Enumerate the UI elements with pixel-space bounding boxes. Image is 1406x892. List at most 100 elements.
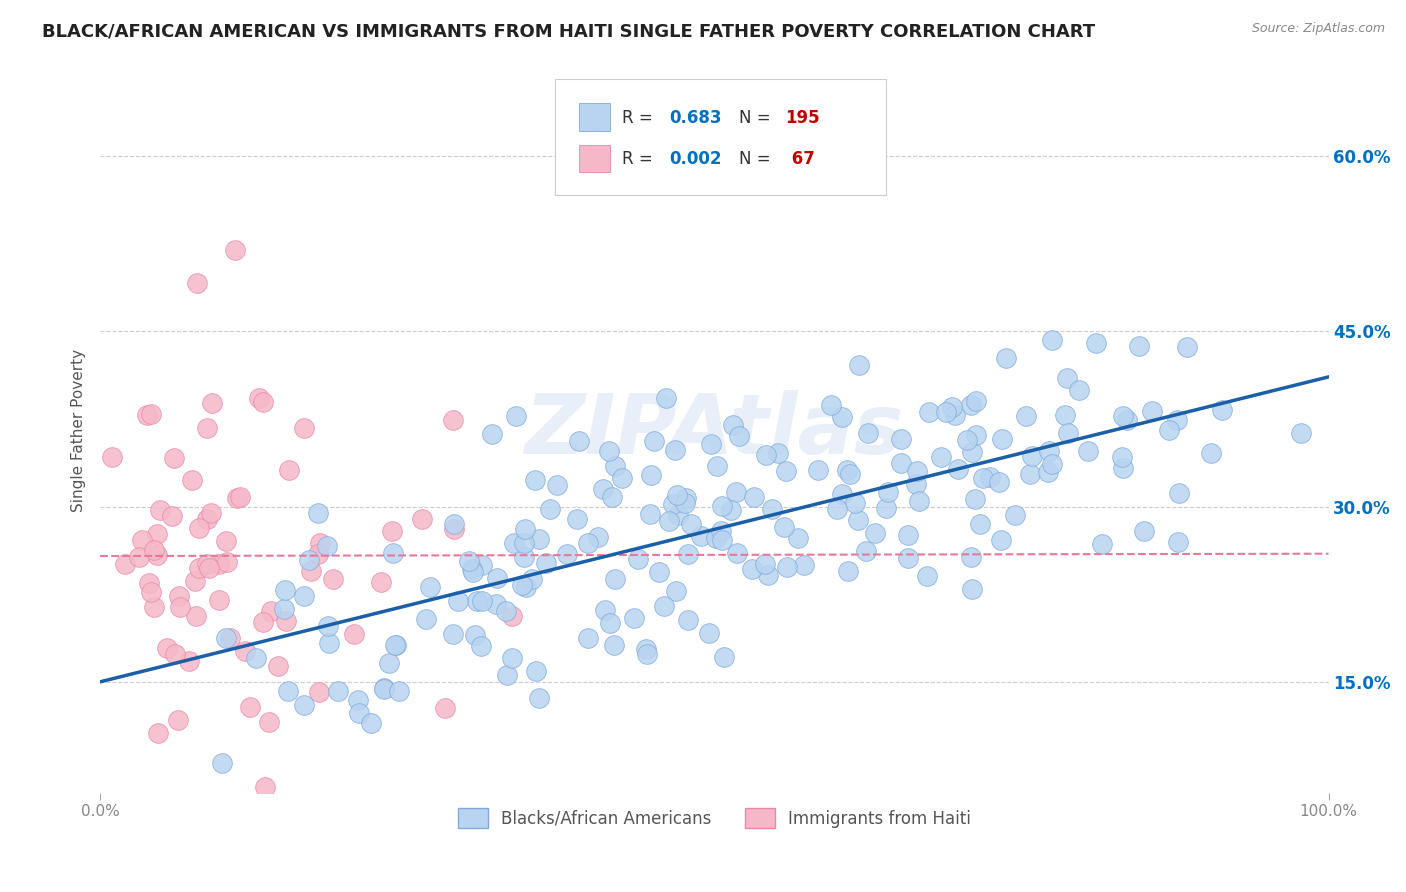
Point	[1133, 524, 1156, 538]
Point	[831, 487, 853, 501]
Point	[787, 531, 810, 545]
Legend: Blacks/African Americans, Immigrants from Haiti: Blacks/African Americans, Immigrants fro…	[451, 801, 977, 835]
Point	[678, 548, 700, 562]
Point	[184, 574, 207, 588]
Point	[503, 536, 526, 550]
Point	[524, 664, 547, 678]
Point	[148, 726, 170, 740]
Point	[959, 550, 981, 565]
Point	[837, 564, 859, 578]
Point	[146, 548, 169, 562]
Point	[538, 501, 561, 516]
Point	[665, 488, 688, 502]
Point	[501, 651, 523, 665]
Point	[100, 450, 122, 465]
Point	[377, 656, 399, 670]
Point	[524, 473, 547, 487]
Point	[711, 533, 734, 548]
Point	[623, 610, 645, 624]
Point	[343, 626, 366, 640]
Text: N =: N =	[740, 150, 776, 168]
Point	[195, 421, 218, 435]
Point	[776, 560, 799, 574]
Point	[665, 584, 688, 599]
Point	[1289, 425, 1312, 440]
Point	[277, 683, 299, 698]
Point	[754, 557, 776, 571]
Point	[935, 405, 957, 419]
Point	[598, 444, 620, 458]
Point	[322, 572, 344, 586]
Text: N =: N =	[740, 109, 776, 127]
Point	[1112, 409, 1135, 424]
Point	[755, 448, 778, 462]
Point	[195, 557, 218, 571]
Point	[1077, 443, 1099, 458]
Point	[208, 558, 231, 572]
Point	[138, 576, 160, 591]
Point	[965, 428, 987, 442]
Point	[638, 508, 661, 522]
Point	[318, 636, 340, 650]
Point	[855, 544, 877, 558]
Point	[897, 550, 920, 565]
Point	[267, 659, 290, 673]
Point	[962, 445, 984, 459]
Point	[772, 520, 794, 534]
Point	[956, 433, 979, 447]
Point	[697, 626, 720, 640]
Point	[662, 497, 685, 511]
Point	[195, 512, 218, 526]
Point	[1111, 450, 1133, 464]
Point	[228, 490, 250, 504]
Point	[415, 612, 437, 626]
Point	[664, 442, 686, 457]
Point	[643, 434, 665, 449]
Point	[434, 701, 457, 715]
Point	[1140, 404, 1163, 418]
Point	[602, 490, 624, 504]
Point	[963, 492, 986, 507]
Point	[706, 458, 728, 473]
Point	[721, 417, 744, 432]
Point	[700, 437, 723, 451]
Point	[215, 555, 238, 569]
Text: Source: ZipAtlas.com: Source: ZipAtlas.com	[1251, 22, 1385, 36]
Point	[720, 503, 742, 517]
Point	[1167, 535, 1189, 549]
Point	[1042, 333, 1064, 347]
Point	[725, 546, 748, 560]
Point	[979, 470, 1001, 484]
Point	[136, 408, 159, 422]
Point	[382, 546, 405, 560]
Point	[576, 535, 599, 549]
Point	[346, 693, 368, 707]
Point	[1168, 486, 1191, 500]
Point	[443, 522, 465, 536]
Point	[1015, 409, 1038, 423]
Point	[856, 425, 879, 440]
Point	[186, 277, 208, 291]
Point	[520, 572, 543, 586]
Point	[793, 558, 815, 572]
Point	[292, 589, 315, 603]
Point	[464, 628, 486, 642]
Point	[534, 556, 557, 570]
Point	[742, 490, 765, 504]
Point	[441, 413, 464, 427]
Point	[226, 491, 249, 505]
Point	[1175, 340, 1198, 354]
Text: ZIPAtlas: ZIPAtlas	[524, 390, 904, 471]
Point	[654, 599, 676, 614]
Point	[419, 580, 441, 594]
Point	[326, 684, 349, 698]
Point	[807, 463, 830, 477]
Point	[201, 395, 224, 409]
Point	[114, 557, 136, 571]
Point	[381, 524, 404, 539]
Point	[481, 426, 503, 441]
Text: 195: 195	[786, 109, 820, 127]
Point	[1021, 449, 1043, 463]
Point	[146, 526, 169, 541]
Point	[969, 517, 991, 532]
